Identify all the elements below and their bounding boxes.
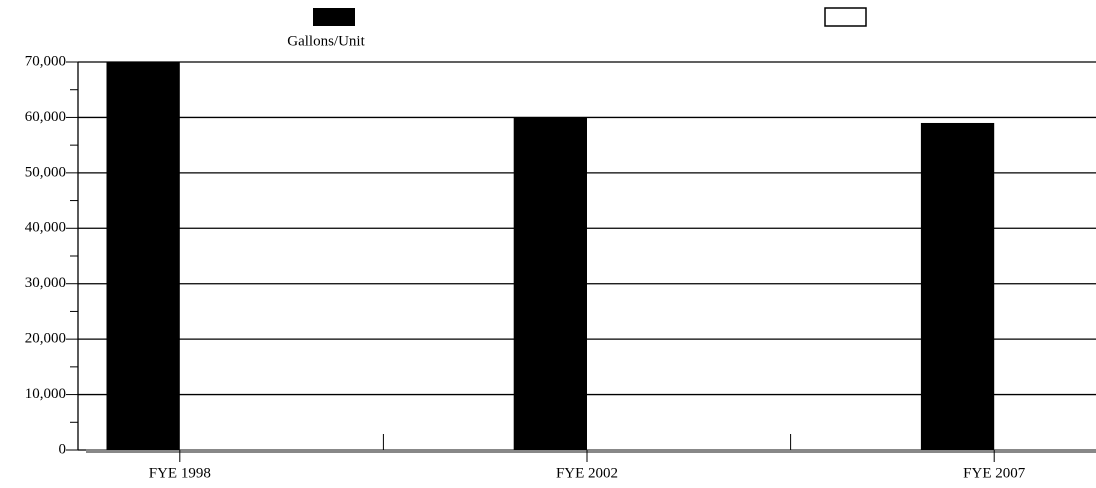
y-tick-label: 10,000	[25, 386, 66, 402]
y-tick-label: 60,000	[25, 109, 66, 125]
y-tick-label: 20,000	[25, 331, 66, 347]
y-tick-label: 30,000	[25, 275, 66, 291]
y-tick-label: 40,000	[25, 220, 66, 236]
bar	[513, 117, 587, 450]
legend-swatch	[824, 7, 867, 27]
y-tick-label: 50,000	[25, 164, 66, 180]
x-axis	[86, 449, 1096, 453]
x-tick-label: FYE 2002	[556, 465, 618, 481]
y-tick-label: 0	[59, 441, 67, 457]
legend-swatch	[313, 8, 355, 26]
y-tick-label: 70,000	[25, 53, 66, 69]
x-tick-label: FYE 1998	[149, 465, 211, 481]
bar	[920, 122, 995, 450]
legend-label: Gallons/Unit	[287, 33, 365, 49]
x-tick-label: FYE 2007	[963, 465, 1026, 481]
bar	[106, 62, 180, 450]
